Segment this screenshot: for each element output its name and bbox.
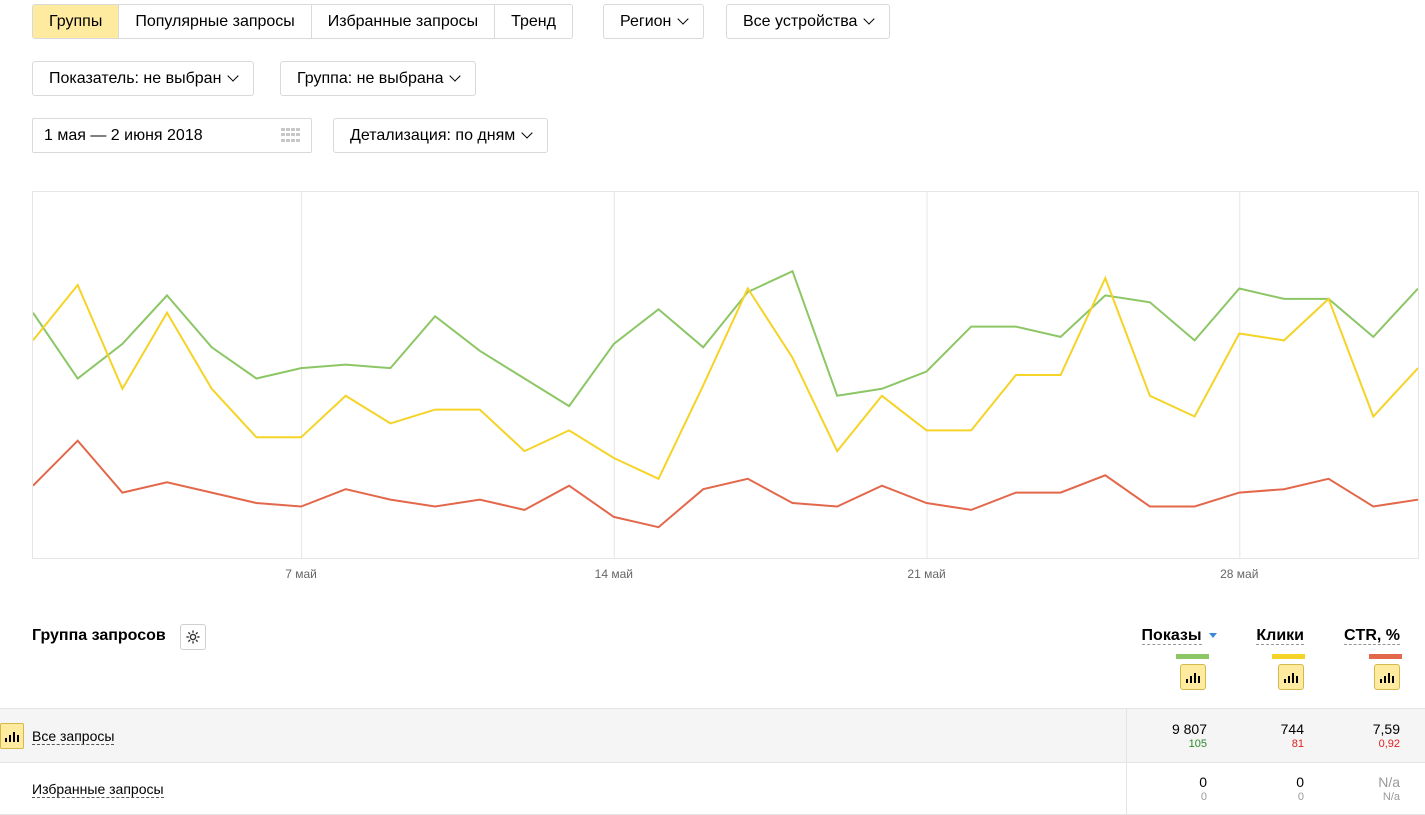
column-clicks[interactable]: Клики xyxy=(1256,627,1304,645)
x-tick-label: 21 май xyxy=(907,567,946,581)
gear-icon xyxy=(186,630,200,644)
line-chart-canvas xyxy=(32,192,1419,558)
table-title: Группа запросов xyxy=(32,627,166,644)
detail-dropdown[interactable]: Детализация: по дням xyxy=(333,118,549,153)
metric-dropdown-label: Показатель: не выбран xyxy=(49,70,222,87)
impressions-value: 9 807 xyxy=(1171,721,1207,737)
column-impressions-label: Показы xyxy=(1141,627,1202,645)
clicks-delta: 81 xyxy=(1291,738,1304,750)
date-range-value: 1 мая — 2 июня 2018 xyxy=(44,127,203,144)
chevron-down-icon xyxy=(863,13,876,25)
calendar-icon[interactable] xyxy=(281,128,301,143)
x-tick-label: 14 май xyxy=(594,567,633,581)
devices-dropdown-label: Все устройства xyxy=(743,13,858,30)
view-tabs: Группы Популярные запросы Избранные запр… xyxy=(32,4,573,39)
series-line-1 xyxy=(32,275,1419,481)
metric-dropdown[interactable]: Показатель: не выбран xyxy=(32,61,255,96)
column-clicks-label: Клики xyxy=(1256,627,1304,645)
series-line-0 xyxy=(32,269,1419,408)
tab-trend[interactable]: Тренд xyxy=(495,5,572,38)
date-range-input[interactable]: 1 мая — 2 июня 2018 xyxy=(32,118,312,153)
tab-popular-queries[interactable]: Популярные запросы xyxy=(119,5,312,38)
bar-chart-icon[interactable] xyxy=(0,723,24,749)
impressions-color-marker xyxy=(1176,654,1209,659)
table-row: Избранные запросы 0 0 0 0 N/a N/a xyxy=(0,763,1425,815)
region-dropdown[interactable]: Регион xyxy=(603,4,705,39)
settings-button[interactable] xyxy=(180,624,206,650)
clicks-color-marker xyxy=(1272,654,1305,659)
impressions-chart-toggle[interactable] xyxy=(1180,664,1206,690)
chevron-down-icon xyxy=(677,13,690,25)
x-tick-label: 7 май xyxy=(285,567,317,581)
ctr-value: N/a xyxy=(1378,774,1400,790)
chevron-down-icon xyxy=(521,127,533,139)
clicks-value: 744 xyxy=(1280,721,1304,737)
ctr-delta: 0,92 xyxy=(1378,738,1400,750)
column-impressions[interactable]: Показы xyxy=(1141,627,1217,645)
clicks-value: 0 xyxy=(1296,774,1304,790)
tab-groups[interactable]: Группы xyxy=(33,5,120,38)
chevron-down-icon xyxy=(227,70,240,82)
tab-favorite-queries[interactable]: Избранные запросы xyxy=(311,5,496,38)
clicks-delta: 0 xyxy=(1297,791,1304,803)
ctr-color-marker xyxy=(1369,654,1402,659)
table-column-divider xyxy=(1126,708,1127,815)
series-line-2 xyxy=(32,439,1419,529)
group-dropdown[interactable]: Группа: не выбрана xyxy=(280,61,477,96)
chart-x-axis: 7 май 14 май 21 май 28 май xyxy=(0,567,1425,583)
line-chart xyxy=(32,191,1419,559)
impressions-delta: 105 xyxy=(1188,738,1207,750)
impressions-delta: 0 xyxy=(1200,791,1207,803)
devices-dropdown[interactable]: Все устройства xyxy=(726,4,891,39)
sort-desc-icon xyxy=(1209,633,1217,638)
x-tick-label: 28 май xyxy=(1220,567,1259,581)
ctr-chart-toggle[interactable] xyxy=(1374,664,1400,690)
column-ctr-label: CTR, % xyxy=(1344,627,1400,645)
column-ctr[interactable]: CTR, % xyxy=(1344,627,1400,645)
group-dropdown-label: Группа: не выбрана xyxy=(297,70,444,87)
clicks-chart-toggle[interactable] xyxy=(1278,664,1304,690)
region-dropdown-label: Регион xyxy=(620,13,672,30)
row-label-favorite-queries[interactable]: Избранные запросы xyxy=(32,781,164,798)
row-label-all-queries[interactable]: Все запросы xyxy=(32,728,115,745)
ctr-delta: N/a xyxy=(1382,791,1400,803)
detail-dropdown-label: Детализация: по дням xyxy=(350,127,516,144)
table-row: Все запросы 9 807 105 744 81 7,59 0,92 xyxy=(0,708,1425,763)
ctr-value: 7,59 xyxy=(1372,721,1400,737)
impressions-value: 0 xyxy=(1199,774,1207,790)
chevron-down-icon xyxy=(449,70,462,82)
